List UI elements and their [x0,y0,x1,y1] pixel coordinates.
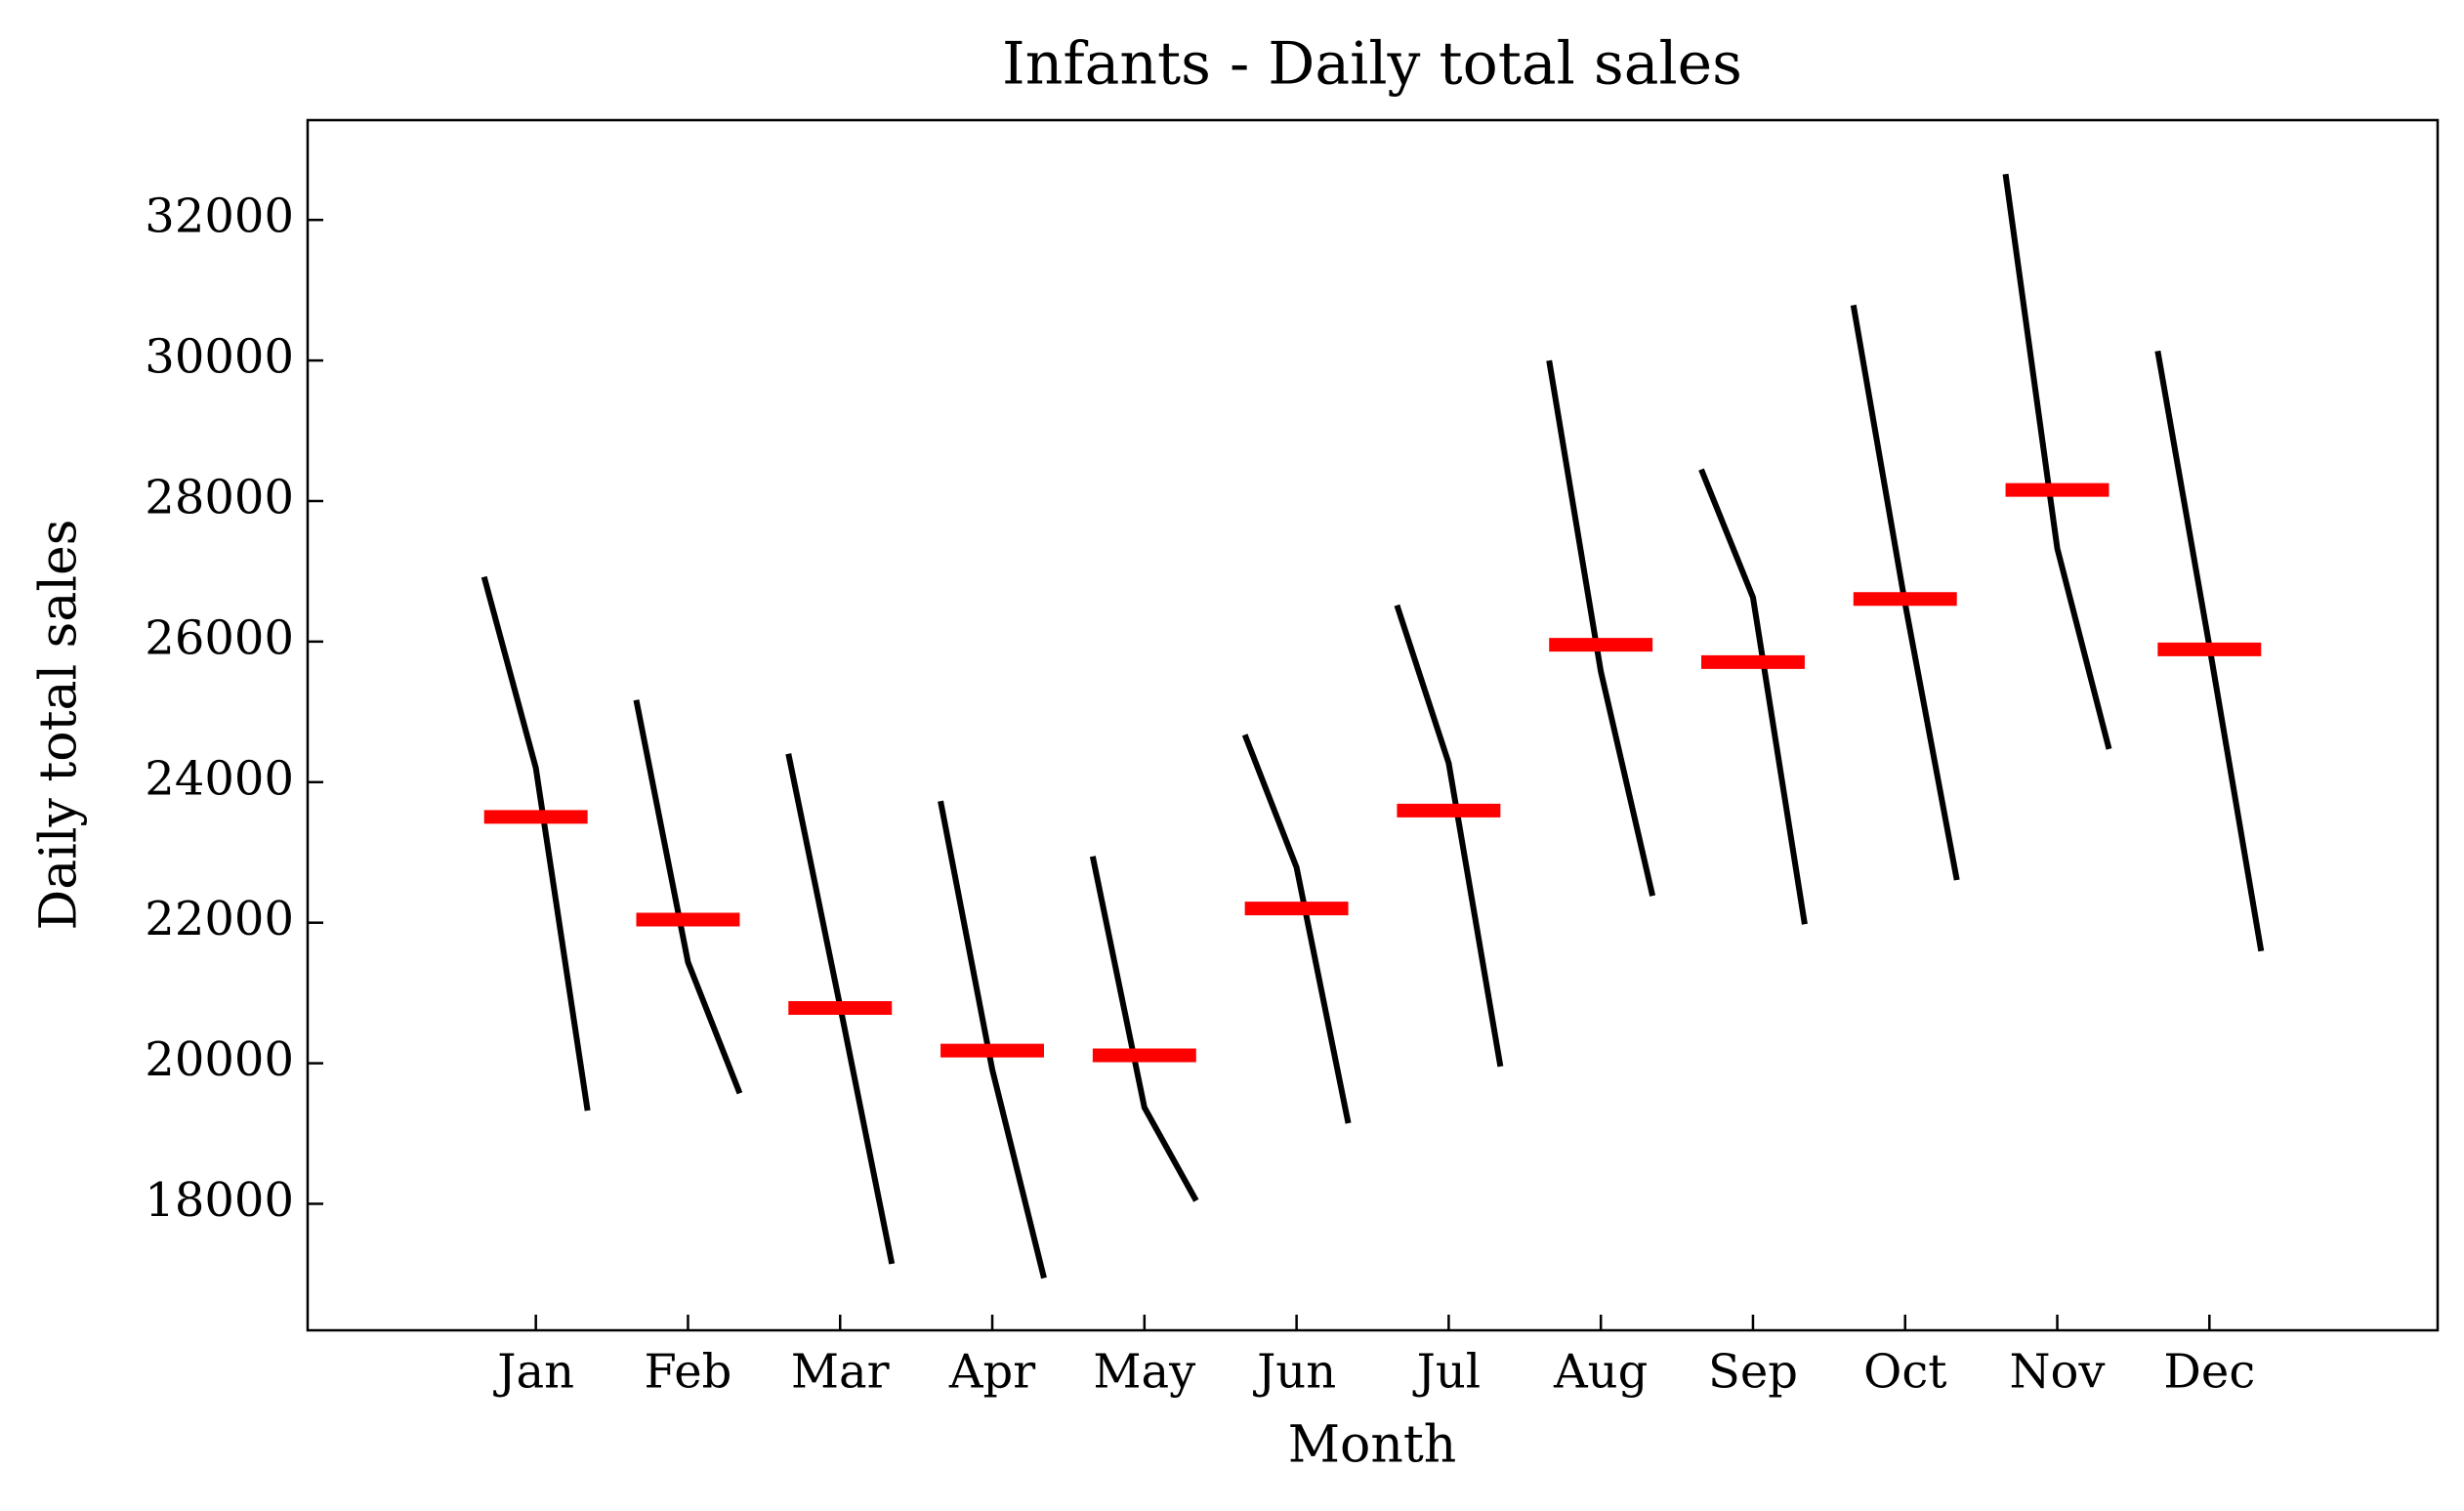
y-axis-label: Daily total sales [30,520,89,931]
subseries-line [1241,734,1352,1124]
x-tick-label: Jul [1412,1345,1482,1400]
subseries-line [2002,173,2112,750]
y-tick-label: 26000 [145,610,294,665]
subseries-line [1698,468,1808,925]
y-tick-label: 20000 [145,1032,294,1087]
x-tick-label: May [1093,1345,1195,1400]
y-tick-label: 28000 [145,470,294,525]
x-tick-label: Apr [948,1345,1035,1400]
subseries-line [1089,856,1199,1202]
subseries-line [1546,359,1656,897]
x-axis-label: Month [1288,1416,1456,1475]
subseries-line [938,800,1047,1280]
y-tick-label: 18000 [145,1173,294,1228]
x-tick-label: Sep [1708,1345,1798,1400]
x-tick-label: Feb [645,1345,732,1400]
y-tick-label: 30000 [145,330,294,385]
x-tick-label: Aug [1553,1345,1648,1400]
chart-title: Infants - Daily total sales [1002,30,1742,99]
x-tick-label: Oct [1863,1345,1947,1400]
x-tick-label: Dec [2163,1345,2255,1400]
x-tick-label: Jun [1252,1345,1336,1400]
plot-frame [306,118,2440,1332]
subseries-line [633,699,743,1095]
y-tick-label: 22000 [145,892,294,946]
y-tick-label: 24000 [145,751,294,806]
x-tick-label: Nov [2010,1345,2106,1400]
y-tick-label: 32000 [145,189,294,244]
subseries-line [1394,604,1504,1068]
subseries-line [480,575,591,1112]
x-tick-label: Mar [791,1345,890,1400]
x-tick-label: Jan [492,1345,574,1400]
